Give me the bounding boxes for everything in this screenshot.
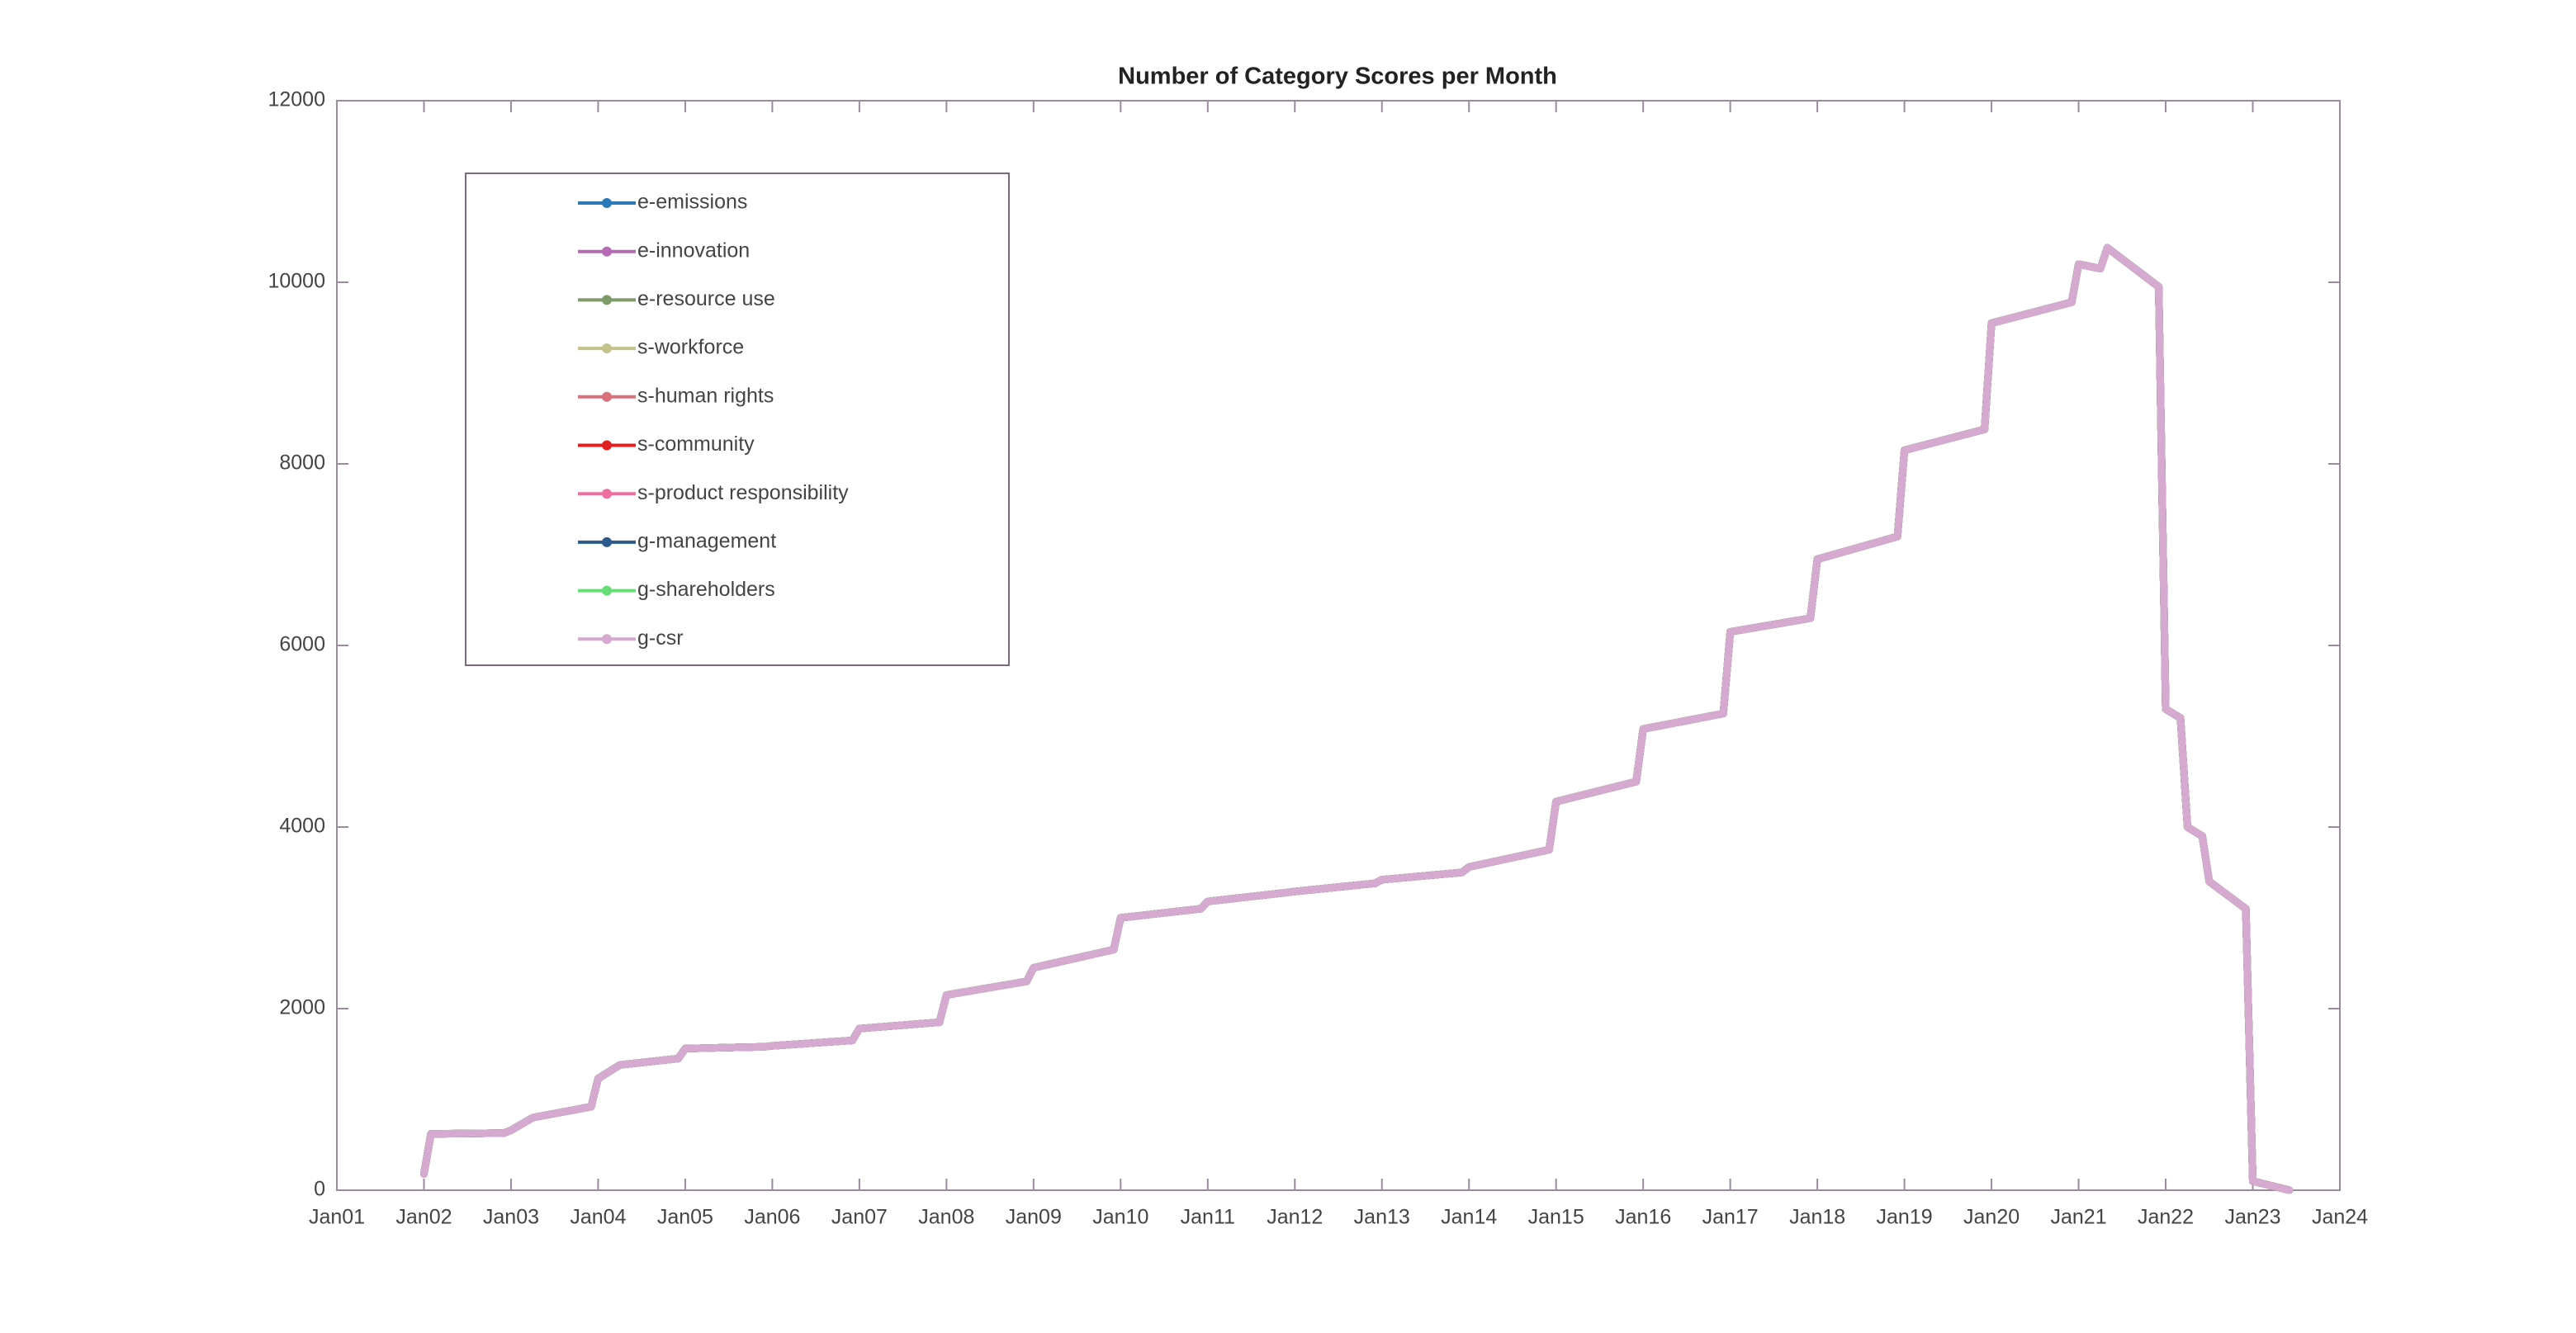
series-line xyxy=(419,243,2294,1194)
legend-label: e-innovation xyxy=(637,239,750,262)
legend-label: e-resource use xyxy=(637,287,775,310)
legend-marker xyxy=(602,440,612,451)
x-tick-label: Jan02 xyxy=(395,1206,452,1229)
x-tick-label: Jan03 xyxy=(483,1206,539,1229)
x-tick-label: Jan18 xyxy=(1789,1206,1845,1229)
legend-label: g-csr xyxy=(637,626,684,650)
x-tick-label: Jan20 xyxy=(1963,1206,2020,1229)
x-tick-label: Jan04 xyxy=(570,1206,626,1229)
x-tick-label: Jan12 xyxy=(1267,1206,1323,1229)
legend-label: g-shareholders xyxy=(637,578,775,601)
y-tick-label: 12000 xyxy=(268,88,325,111)
y-tick-label: 8000 xyxy=(279,451,325,475)
x-tick-label: Jan13 xyxy=(1354,1206,1410,1229)
legend-marker xyxy=(602,391,612,402)
legend-marker xyxy=(602,295,612,305)
legend-label: s-workforce xyxy=(637,336,744,359)
legend-marker xyxy=(602,246,612,257)
x-tick-label: Jan11 xyxy=(1181,1206,1235,1229)
x-tick-label: Jan15 xyxy=(1528,1206,1584,1229)
x-tick-label: Jan16 xyxy=(1615,1206,1671,1229)
legend-label: s-product responsibility xyxy=(637,481,849,504)
x-tick-label: Jan22 xyxy=(2138,1206,2194,1229)
chart-title: Number of Category Scores per Month xyxy=(1118,64,1557,90)
legend-label: g-management xyxy=(637,530,776,553)
x-tick-label: Jan24 xyxy=(2312,1206,2368,1229)
x-tick-label: Jan17 xyxy=(1702,1206,1759,1229)
legend-marker xyxy=(602,198,612,208)
x-tick-label: Jan07 xyxy=(831,1206,888,1229)
x-tick-label: Jan06 xyxy=(744,1206,800,1229)
x-tick-label: Jan05 xyxy=(657,1206,713,1229)
legend-label: s-community xyxy=(637,433,755,456)
x-tick-label: Jan08 xyxy=(918,1206,974,1229)
x-tick-label: Jan10 xyxy=(1092,1206,1148,1229)
legend-marker xyxy=(602,537,612,547)
x-tick-label: Jan23 xyxy=(2224,1206,2280,1229)
y-tick-label: 6000 xyxy=(279,633,325,656)
y-tick-label: 0 xyxy=(314,1178,325,1201)
x-tick-label: Jan19 xyxy=(1877,1206,1933,1229)
x-tick-label: Jan09 xyxy=(1006,1206,1062,1229)
legend-label: s-human rights xyxy=(637,384,774,407)
legend-marker xyxy=(602,585,612,596)
legend-marker xyxy=(602,489,612,499)
x-tick-label: Jan21 xyxy=(2051,1206,2107,1229)
y-tick-label: 4000 xyxy=(279,815,325,838)
x-tick-label: Jan14 xyxy=(1441,1206,1497,1229)
legend-box xyxy=(465,173,1010,666)
legend-marker xyxy=(602,634,612,645)
legend-label: e-emissions xyxy=(637,191,747,214)
y-tick-label: 2000 xyxy=(279,996,325,1019)
x-tick-label: Jan01 xyxy=(309,1206,365,1229)
y-tick-label: 10000 xyxy=(268,270,325,293)
legend-marker xyxy=(602,343,612,354)
